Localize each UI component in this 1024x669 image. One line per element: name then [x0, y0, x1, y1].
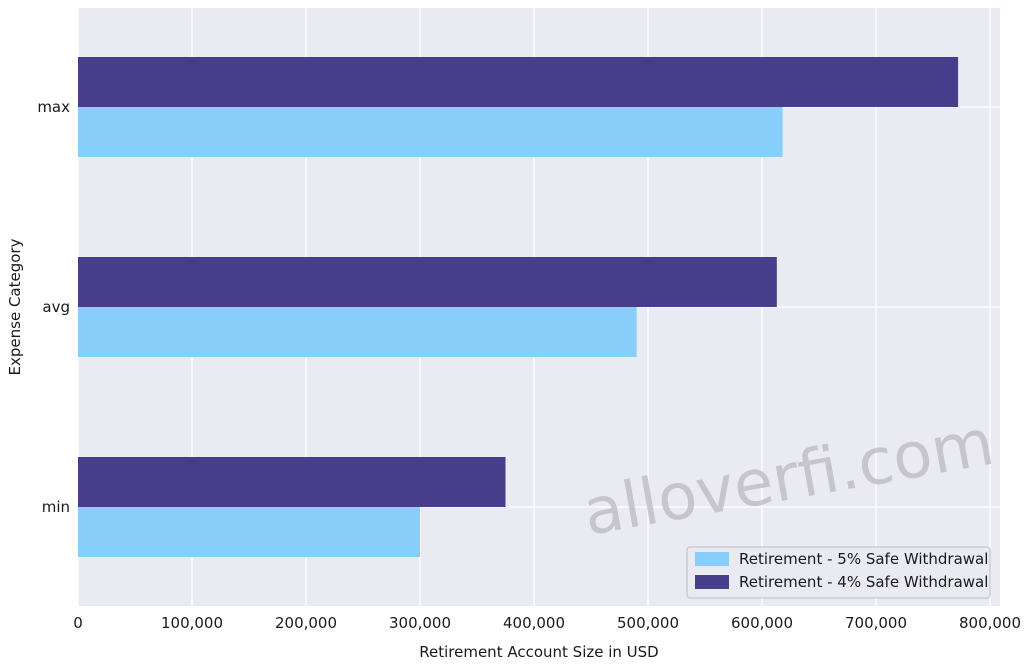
y-tick-label: min — [42, 498, 70, 516]
x-tick-label: 400,000 — [503, 614, 565, 632]
legend-label-4pct: Retirement - 4% Safe Withdrawal — [739, 573, 988, 591]
bar-min-series-1 — [78, 457, 506, 507]
x-tick-label: 600,000 — [731, 614, 793, 632]
y-axis-label: Expense Category — [6, 238, 24, 375]
bar-max-series-1 — [78, 57, 959, 107]
bar-avg-series-1 — [78, 257, 777, 307]
x-tick-label: 200,000 — [275, 614, 337, 632]
legend-swatch-5pct — [695, 552, 729, 566]
x-axis-label: Retirement Account Size in USD — [419, 643, 658, 661]
y-ticks: min avg max — [37, 98, 70, 516]
x-tick-label: 300,000 — [389, 614, 451, 632]
y-tick-label: max — [37, 98, 70, 116]
x-tick-label: 700,000 — [845, 614, 907, 632]
bar-max-series-0 — [78, 107, 783, 157]
legend: Retirement - 5% Safe Withdrawal Retireme… — [686, 546, 991, 599]
x-tick-label: 100,000 — [161, 614, 223, 632]
legend-label-5pct: Retirement - 5% Safe Withdrawal — [739, 550, 988, 568]
x-tick-label: 0 — [73, 614, 83, 632]
bar-avg-series-0 — [78, 307, 637, 357]
bar-min-series-0 — [78, 507, 420, 557]
legend-box — [686, 546, 991, 599]
bars — [78, 57, 959, 557]
x-tick-label: 500,000 — [617, 614, 679, 632]
x-tick-label: 800,000 — [959, 614, 1021, 632]
x-ticks: 0 100,000 200,000 300,000 400,000 500,000 600,… — [73, 614, 1021, 632]
y-tick-label: avg — [42, 298, 70, 316]
legend-swatch-4pct — [695, 575, 729, 589]
